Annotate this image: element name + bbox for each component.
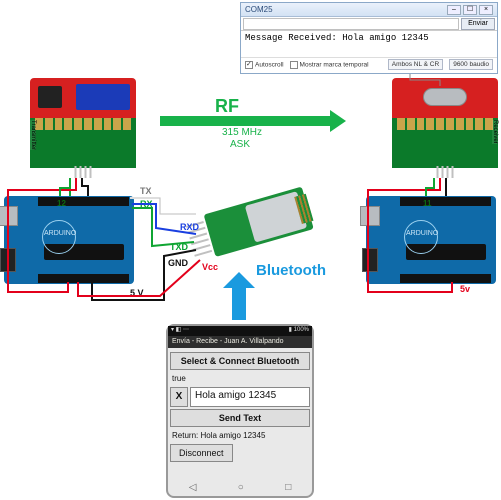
- arduino-rx-pin11: 11: [423, 199, 431, 208]
- serial-title: COM25: [245, 5, 447, 14]
- clear-input-button[interactable]: X: [170, 387, 188, 407]
- serial-monitor-window: COM25 – ☐ × Enviar Message Received: Hol…: [240, 2, 498, 74]
- autoscroll-checkbox[interactable]: [245, 61, 253, 69]
- timestamp-label: Mostrar marca temporal: [300, 61, 369, 68]
- rf-tx-coil-icon: [76, 84, 130, 110]
- pin-rx-label: RX: [140, 199, 153, 209]
- baud-select[interactable]: 9600 baudio: [449, 59, 493, 70]
- rf-tx-chip-icon: [38, 86, 62, 108]
- phone-navbar: ◁ ○ □: [168, 480, 312, 494]
- nav-recent-icon[interactable]: □: [285, 482, 291, 493]
- window-max-button[interactable]: ☐: [463, 5, 477, 15]
- rf-tx-role: Transmitter: [30, 120, 36, 150]
- timestamp-checkbox[interactable]: [290, 61, 298, 69]
- pin-tx-label: TX: [140, 186, 152, 196]
- rf-title: RF: [215, 96, 239, 117]
- arduino-tx-5v: 5 V: [130, 288, 144, 298]
- message-input[interactable]: Hola amigo 12345: [190, 387, 310, 407]
- phone-status-right: ▮ 100%: [289, 326, 309, 336]
- rf-rx-role: Receiver: [492, 120, 498, 144]
- pin-vcc-label: Vcc: [202, 262, 218, 272]
- nav-home-icon[interactable]: ○: [238, 482, 244, 493]
- hc05-bluetooth-module: [187, 181, 316, 267]
- arduino-tx-pin12: 12: [57, 199, 66, 208]
- window-min-button[interactable]: –: [447, 5, 461, 15]
- bluetooth-arrow-icon: [232, 286, 246, 320]
- serial-titlebar: COM25 – ☐ ×: [241, 3, 497, 17]
- return-text: Return: Hola amigo 12345: [170, 429, 310, 442]
- pin-gnd-label: GND: [168, 258, 188, 268]
- rf-mod: ASK: [230, 139, 250, 150]
- phone-statusbar: ▾ ◧ ⋯ ▮ 100%: [168, 326, 312, 336]
- pin-rxd-label: RXD: [180, 222, 199, 232]
- send-text-button[interactable]: Send Text: [170, 409, 310, 427]
- rf-receiver-module: Receiver: [392, 78, 498, 178]
- arduino-receiver: ARDUINO: [366, 196, 496, 284]
- disconnect-button[interactable]: Disconnect: [170, 444, 233, 462]
- phone-mockup: ▾ ◧ ⋯ ▮ 100% Envía - Recibe - Juan A. Vi…: [166, 324, 314, 498]
- serial-send-input[interactable]: [243, 18, 459, 30]
- serial-output: Message Received: Hola amigo 12345: [241, 31, 497, 57]
- autoscroll-label: Autoscroll: [255, 61, 284, 68]
- arduino-brand: ARDUINO: [44, 230, 76, 237]
- nav-back-icon[interactable]: ◁: [189, 482, 197, 493]
- line-ending-select[interactable]: Ambos NL & CR: [388, 59, 443, 70]
- rf-rx-crystal-icon: [423, 88, 467, 106]
- phone-appbar: Envía - Recibe - Juan A. Villalpando: [168, 336, 312, 348]
- window-close-button[interactable]: ×: [479, 5, 493, 15]
- pin-txd-label: TXD: [170, 242, 188, 252]
- phone-status-left: ▾ ◧ ⋯: [171, 326, 189, 336]
- bluetooth-label: Bluetooth: [256, 262, 326, 279]
- select-bluetooth-button[interactable]: Select & Connect Bluetooth: [170, 352, 310, 370]
- arduino-transmitter: ARDUINO: [4, 196, 134, 284]
- rf-arrow-icon: [160, 116, 332, 126]
- arduino-rx-5v: 5v: [460, 284, 470, 294]
- serial-send-button[interactable]: Enviar: [461, 18, 495, 30]
- bt-status-text: true: [170, 372, 310, 385]
- rf-transmitter-module: Transmitter: [30, 78, 136, 178]
- rf-freq: 315 MHz: [222, 127, 262, 138]
- arduino-brand: ARDUINO: [406, 230, 438, 237]
